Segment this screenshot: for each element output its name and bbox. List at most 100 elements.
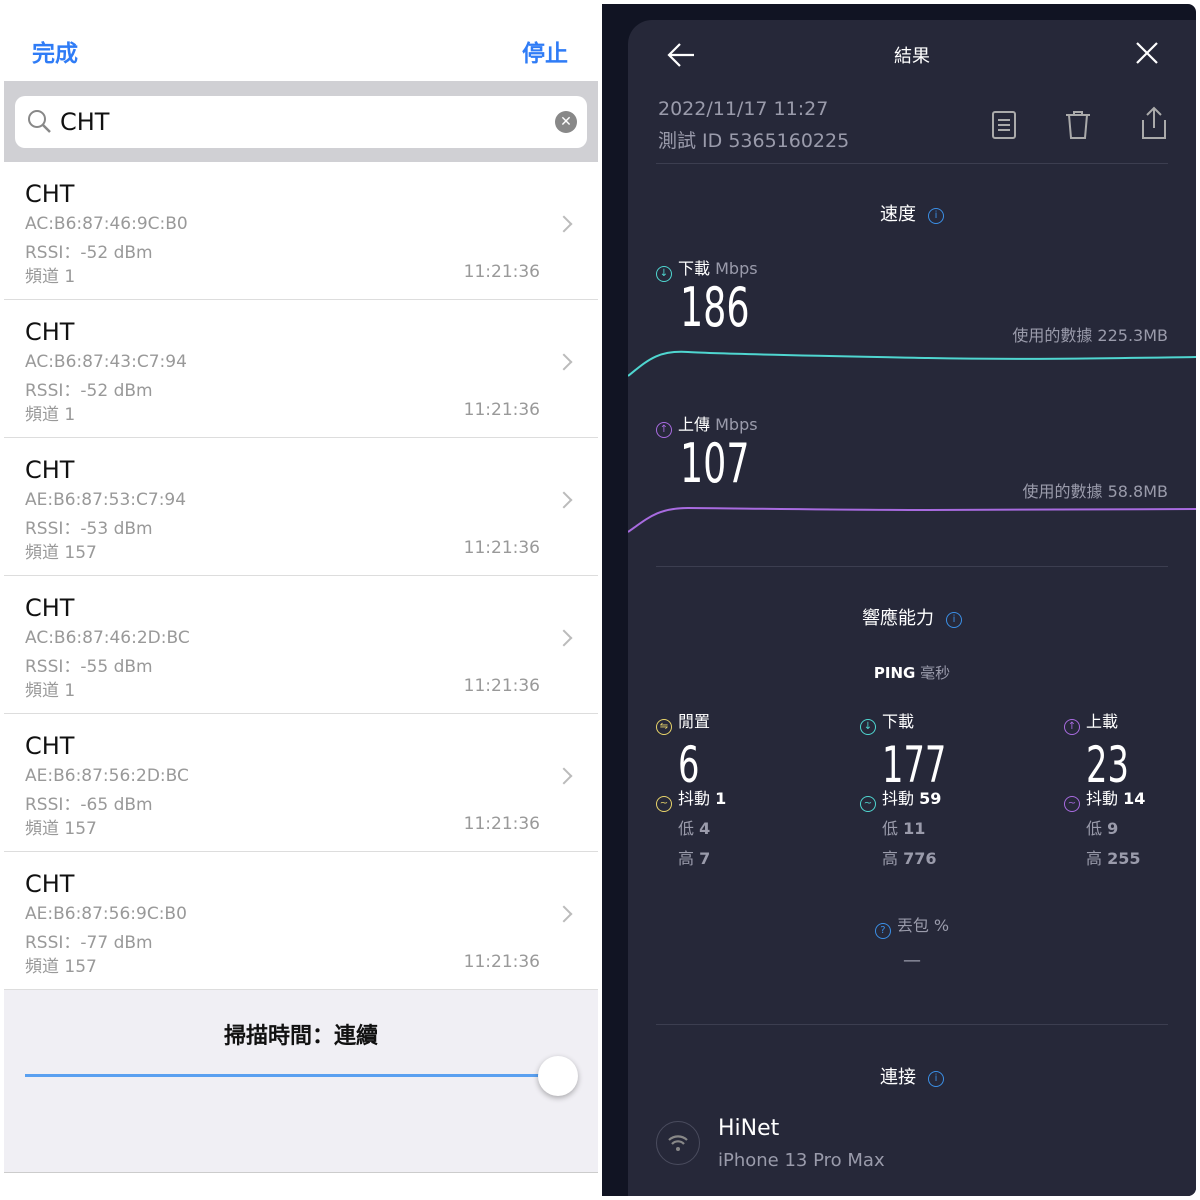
- download-icon: ↓: [656, 266, 672, 282]
- timestamp: 11:21:36: [463, 676, 540, 696]
- network-list-item[interactable]: CHT AE:B6:87:56:9C:B0 RSSI：-77 dBm 頻道 15…: [4, 852, 598, 990]
- network-name: CHT: [25, 318, 75, 346]
- connection-title: 連接: [880, 1067, 916, 1088]
- network-list-item[interactable]: CHT AC:B6:87:46:2D:BC RSSI：-55 dBm 頻道 1 …: [4, 576, 598, 714]
- upload-unit: Mbps: [715, 415, 758, 434]
- info-icon[interactable]: i: [928, 208, 944, 224]
- rssi: RSSI：-65 dBm: [25, 795, 153, 815]
- speedtest-panel: 結果 2022/11/17 11:27 測試 ID 5365160225 速度 i…: [602, 4, 1196, 1196]
- packet-loss-value: —: [903, 950, 921, 971]
- ping-2-label: ↑ 上載: [1064, 708, 1118, 735]
- rssi: RSSI：-55 dBm: [25, 657, 153, 677]
- mac-address: AE:B6:87:56:2D:BC: [25, 766, 189, 786]
- chevron-right-icon: [555, 905, 573, 923]
- network-name: CHT: [25, 180, 75, 208]
- jitter-icon: ~: [656, 796, 672, 812]
- ping-high: 高 255: [1086, 845, 1141, 869]
- upload-value: 107: [680, 432, 750, 495]
- high-label: 高: [678, 849, 695, 868]
- mac-address: AC:B6:87:46:9C:B0: [25, 214, 188, 234]
- rssi: RSSI：-52 dBm: [25, 243, 153, 263]
- packet-loss-label: ? 丟包 %: [628, 912, 1196, 939]
- network-list-item[interactable]: CHT AC:B6:87:43:C7:94 RSSI：-52 dBm 頻道 1 …: [4, 300, 598, 438]
- timestamp: 11:21:36: [463, 814, 540, 834]
- jitter-icon: ~: [860, 796, 876, 812]
- low-value: 9: [1107, 819, 1119, 838]
- clear-search-icon[interactable]: ✕: [555, 111, 577, 133]
- jitter: ~ 抖動 14: [1064, 785, 1145, 812]
- mac-address: AE:B6:87:53:C7:94: [25, 490, 187, 510]
- connection-section-title: 連接 i: [628, 1063, 1196, 1089]
- chevron-right-icon: [555, 491, 573, 509]
- jitter-label: 抖動: [882, 789, 915, 808]
- ping-1-label: ↓ 下載: [860, 708, 914, 735]
- stop-button[interactable]: 停止: [522, 41, 568, 67]
- jitter: ~ 抖動 1: [656, 785, 726, 812]
- timestamp: 11:21:36: [463, 538, 540, 558]
- network-list-item[interactable]: CHT AE:B6:87:56:2D:BC RSSI：-65 dBm 頻道 15…: [4, 714, 598, 852]
- scan-time-label: 掃描時間：連續: [223, 1024, 378, 1049]
- wifi-icon: [656, 1121, 700, 1165]
- chevron-right-icon: [555, 215, 573, 233]
- speed-section-title: 速度 i: [628, 200, 1196, 226]
- upload-icon: ↑: [656, 422, 672, 438]
- rssi: RSSI：-53 dBm: [25, 519, 153, 539]
- search-input[interactable]: CHT ✕: [15, 96, 587, 148]
- ping-type-label: 閒置: [678, 712, 711, 731]
- timestamp: 11:21:36: [463, 262, 540, 282]
- network-name: CHT: [25, 732, 75, 760]
- mac-address: AE:B6:87:56:9C:B0: [25, 904, 187, 924]
- scan-settings: 掃描時間：連續: [4, 990, 598, 1173]
- done-button[interactable]: 完成: [32, 41, 78, 67]
- speed-title: 速度: [880, 204, 916, 225]
- ping-type-label: 上載: [1086, 712, 1119, 731]
- download-unit: Mbps: [715, 259, 758, 278]
- ping-low: 低 4: [678, 815, 710, 839]
- device-name: iPhone 13 Pro Max: [718, 1150, 885, 1171]
- isp-name: HiNet: [718, 1116, 780, 1141]
- network-list-item[interactable]: CHT AC:B6:87:46:9C:B0 RSSI：-52 dBm 頻道 1 …: [4, 162, 598, 300]
- document-icon[interactable]: [990, 110, 1018, 140]
- rssi: RSSI：-77 dBm: [25, 933, 153, 953]
- back-arrow-icon[interactable]: [666, 40, 696, 70]
- ping-high: 高 7: [678, 845, 710, 869]
- timestamp: 11:21:36: [463, 952, 540, 972]
- ping-0-label: ⇋ 閒置: [656, 708, 710, 735]
- ping-low: 低 9: [1086, 815, 1118, 839]
- ping-label: PING: [873, 664, 916, 682]
- upload-label-text: 上傳: [678, 415, 711, 434]
- low-value: 11: [903, 819, 926, 838]
- network-name: CHT: [25, 456, 75, 484]
- ping-unit: 毫秒: [920, 664, 951, 682]
- scan-time-slider[interactable]: [25, 1074, 555, 1077]
- upload-speed-graph: [628, 506, 1196, 533]
- responsiveness-title: 響應能力: [862, 608, 934, 629]
- jitter-value: 14: [1123, 789, 1146, 808]
- high-label: 高: [1086, 849, 1103, 868]
- info-icon[interactable]: i: [946, 612, 962, 628]
- search-bar: CHT ✕: [4, 81, 598, 162]
- download-speed-graph: [628, 350, 1196, 377]
- high-label: 高: [882, 849, 899, 868]
- jitter-value: 1: [715, 789, 727, 808]
- ping-type-label: 下載: [882, 712, 915, 731]
- page-title: 結果: [894, 46, 930, 67]
- jitter-value: 59: [919, 789, 942, 808]
- help-icon[interactable]: ?: [874, 923, 891, 939]
- channel: 頻道 1: [25, 267, 76, 287]
- info-icon[interactable]: i: [928, 1071, 944, 1087]
- high-value: 7: [699, 849, 711, 868]
- trash-icon[interactable]: [1064, 110, 1092, 140]
- download-label-text: 下載: [678, 259, 711, 278]
- network-list-item[interactable]: CHT AE:B6:87:53:C7:94 RSSI：-53 dBm 頻道 15…: [4, 438, 598, 576]
- channel: 頻道 157: [25, 543, 97, 563]
- low-label: 低: [678, 819, 695, 838]
- low-label: 低: [1086, 819, 1103, 838]
- upload-data-used: 使用的數據 58.8MB: [1022, 482, 1169, 501]
- test-id: 測試 ID 5365160225: [658, 130, 850, 152]
- close-icon[interactable]: [1134, 40, 1160, 66]
- jitter-icon: ~: [1064, 796, 1080, 812]
- jitter: ~ 抖動 59: [860, 785, 941, 812]
- slider-knob[interactable]: [538, 1056, 578, 1096]
- share-icon[interactable]: [1140, 106, 1168, 140]
